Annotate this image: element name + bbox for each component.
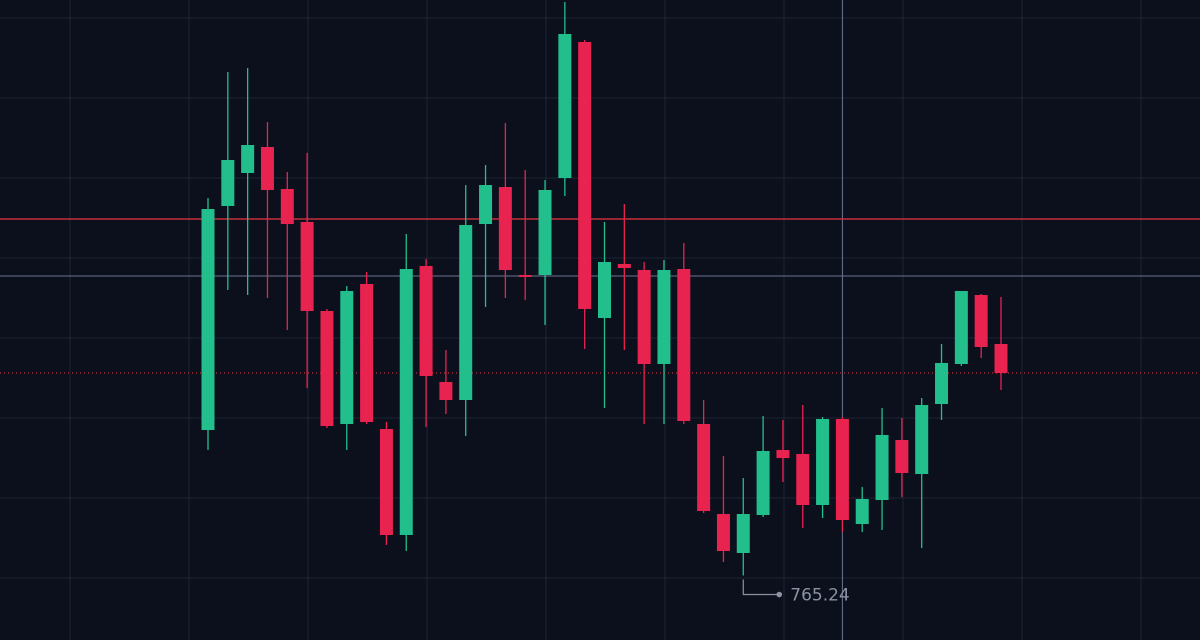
candle-body bbox=[498, 187, 512, 270]
candle-body bbox=[439, 382, 453, 400]
candle-body bbox=[855, 499, 869, 524]
candle-body bbox=[994, 344, 1008, 373]
candle-body bbox=[895, 440, 909, 473]
candle-body bbox=[697, 424, 711, 511]
candle-body bbox=[617, 264, 631, 268]
candle-body bbox=[598, 262, 611, 318]
low-marker-dot bbox=[776, 591, 783, 598]
candle-body bbox=[974, 295, 988, 347]
candle-body bbox=[479, 185, 493, 224]
candle-body bbox=[399, 269, 413, 535]
candle-body bbox=[221, 160, 235, 206]
candle-body bbox=[379, 429, 393, 535]
candle-body bbox=[756, 451, 770, 515]
candle-body bbox=[241, 145, 255, 173]
candle-body bbox=[578, 42, 592, 309]
candle-body bbox=[280, 189, 294, 224]
candle-body bbox=[677, 269, 691, 421]
low-marker-line bbox=[742, 579, 780, 596]
low-label: 765.24 bbox=[790, 586, 849, 606]
candle-body bbox=[915, 405, 929, 474]
candle-body bbox=[954, 291, 968, 364]
candle-body bbox=[201, 209, 215, 430]
candle-body bbox=[776, 450, 790, 458]
candle-body bbox=[419, 266, 433, 376]
candle-body bbox=[657, 270, 671, 364]
candle-body bbox=[935, 363, 949, 404]
candle-body bbox=[875, 435, 889, 500]
candle-body bbox=[300, 222, 314, 311]
candle-body bbox=[716, 514, 730, 551]
candle-body bbox=[736, 514, 750, 553]
candle-body bbox=[637, 270, 651, 364]
candle-body bbox=[320, 311, 334, 426]
candle-body bbox=[518, 275, 532, 277]
candle-body bbox=[816, 419, 830, 505]
candle-body bbox=[835, 419, 849, 520]
candle-body bbox=[360, 284, 374, 422]
candle-body bbox=[558, 34, 572, 178]
candle-body bbox=[796, 454, 810, 505]
candle-body bbox=[340, 291, 354, 424]
candle-body bbox=[260, 147, 274, 190]
candle-body bbox=[538, 190, 552, 275]
candle-body bbox=[459, 225, 473, 400]
